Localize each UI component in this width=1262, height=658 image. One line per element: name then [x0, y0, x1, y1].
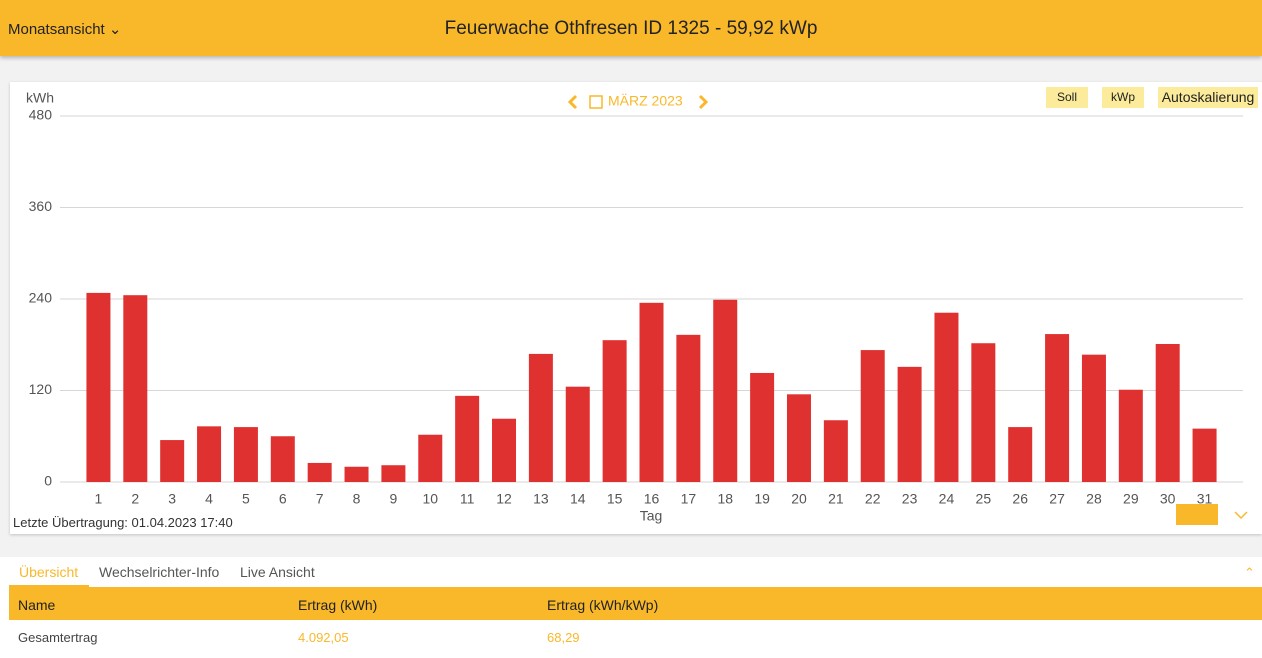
header: Monatsansicht ⌄ Feuerwache Othfresen ID …: [0, 0, 1262, 56]
x-tick-label: 26: [1012, 491, 1028, 507]
prev-arrow[interactable]: [567, 94, 578, 110]
table-cell: Gesamtertrag: [18, 630, 98, 645]
table-cell: 4.092,05: [298, 630, 349, 645]
x-tick-label: 27: [1049, 491, 1065, 507]
expand-icon[interactable]: [1234, 511, 1248, 520]
y-axis-label: kWh: [26, 90, 54, 106]
collapse-icon[interactable]: ⌃: [1244, 565, 1255, 580]
x-tick-label: 15: [607, 491, 623, 507]
bar: [1155, 343, 1180, 482]
page-title: Feuerwache Othfresen ID 1325 - 59,92 kWp: [444, 18, 818, 39]
calendar-icon: [589, 95, 603, 109]
view-menu[interactable]: Monatsansicht ⌄: [8, 21, 122, 38]
tab[interactable]: Live Ansicht: [240, 564, 315, 580]
x-tick-label: 31: [1197, 491, 1213, 507]
x-tick-label: 11: [460, 491, 475, 507]
bar: [270, 436, 295, 482]
x-tick-label: 25: [976, 491, 992, 507]
table-header: [9, 587, 1262, 620]
table-cell: 68,29: [547, 630, 580, 645]
overview-panel: Übersicht Wechselrichter-Info Live Ansic…: [0, 557, 1262, 658]
y-tick-label: 240: [29, 290, 53, 306]
bar: [860, 350, 885, 482]
tab-indicator: [9, 585, 89, 587]
tab[interactable]: Übersicht: [19, 564, 79, 580]
next-arrow[interactable]: [698, 94, 709, 110]
y-tick-label: 360: [29, 198, 53, 214]
x-tick-label: 22: [865, 491, 881, 507]
x-tick-label: 13: [533, 491, 549, 507]
autoscale-button[interactable]: Autoskalierung: [1158, 87, 1258, 108]
x-tick-label: 7: [316, 491, 324, 507]
bar: [786, 394, 811, 482]
bar: [86, 292, 111, 482]
view-menu-label[interactable]: Monatsansicht: [8, 21, 105, 38]
chart-card: kWh Tag MÄRZ 2023 0 120 240 360 480 1 2 3 4 5 6 7 8 9…: [10, 82, 1262, 534]
period-label[interactable]: MÄRZ 2023: [608, 93, 683, 109]
bar: [233, 427, 258, 482]
soll-button[interactable]: Soll: [1046, 87, 1088, 108]
x-tick-label: 5: [242, 491, 250, 507]
x-tick-label: 2: [131, 491, 139, 507]
x-tick-label: 17: [681, 491, 697, 507]
tab[interactable]: Wechselrichter-Info: [99, 564, 220, 580]
x-tick-label: 8: [353, 491, 361, 507]
bar: [934, 312, 959, 482]
x-axis-label: Tag: [640, 508, 663, 524]
bar: [418, 434, 443, 482]
x-tick-label: 9: [390, 491, 398, 507]
bar: [123, 295, 148, 482]
bar: [750, 372, 775, 482]
bar: [897, 366, 922, 482]
bar: [1192, 428, 1217, 482]
x-tick-label: 30: [1160, 491, 1176, 507]
x-tick-label: 3: [168, 491, 176, 507]
bar: [381, 465, 406, 482]
bar: [160, 440, 185, 482]
bar: [1008, 427, 1033, 482]
column-header: Name: [18, 597, 56, 613]
x-tick-label: 19: [754, 491, 770, 507]
bar: [971, 343, 996, 482]
x-tick-label: 12: [496, 491, 512, 507]
column-header: Ertrag (kWh): [298, 597, 378, 613]
bar: [1081, 354, 1106, 482]
bar: [676, 334, 701, 482]
last-transmission: Letzte Übertragung: 01.04.2023 17:40: [13, 515, 233, 530]
kwp-button[interactable]: kWp: [1102, 87, 1144, 108]
column-header: Ertrag (kWh/kWp): [547, 597, 659, 613]
bar: [528, 353, 553, 482]
x-tick-label: 10: [422, 491, 438, 507]
bar: [344, 466, 369, 482]
bar: [565, 386, 590, 482]
x-tick-label: 14: [570, 491, 586, 507]
x-tick-label: 24: [939, 491, 955, 507]
y-tick-label: 120: [29, 381, 53, 397]
bar: [602, 340, 627, 482]
x-tick-label: 23: [902, 491, 918, 507]
bar: [455, 395, 480, 482]
x-tick-label: 16: [644, 491, 660, 507]
x-tick-label: 20: [791, 491, 807, 507]
bar: [492, 418, 517, 482]
x-tick-label: 1: [95, 491, 103, 507]
bar: [639, 302, 664, 482]
bar: [823, 420, 848, 482]
x-tick-label: 28: [1086, 491, 1102, 507]
y-tick-label: 0: [44, 473, 52, 489]
y-tick-label: 480: [29, 107, 53, 123]
x-tick-label: 21: [828, 491, 844, 507]
x-tick-label: 6: [279, 491, 287, 507]
x-tick-label: 29: [1123, 491, 1139, 507]
export-button[interactable]: [1176, 504, 1218, 525]
bar: [197, 426, 222, 482]
bar: [1045, 334, 1070, 482]
bar: [307, 462, 332, 482]
x-tick-label: 4: [205, 491, 213, 507]
bar: [1118, 389, 1143, 482]
x-tick-label: 18: [717, 491, 733, 507]
bar: [713, 299, 738, 482]
